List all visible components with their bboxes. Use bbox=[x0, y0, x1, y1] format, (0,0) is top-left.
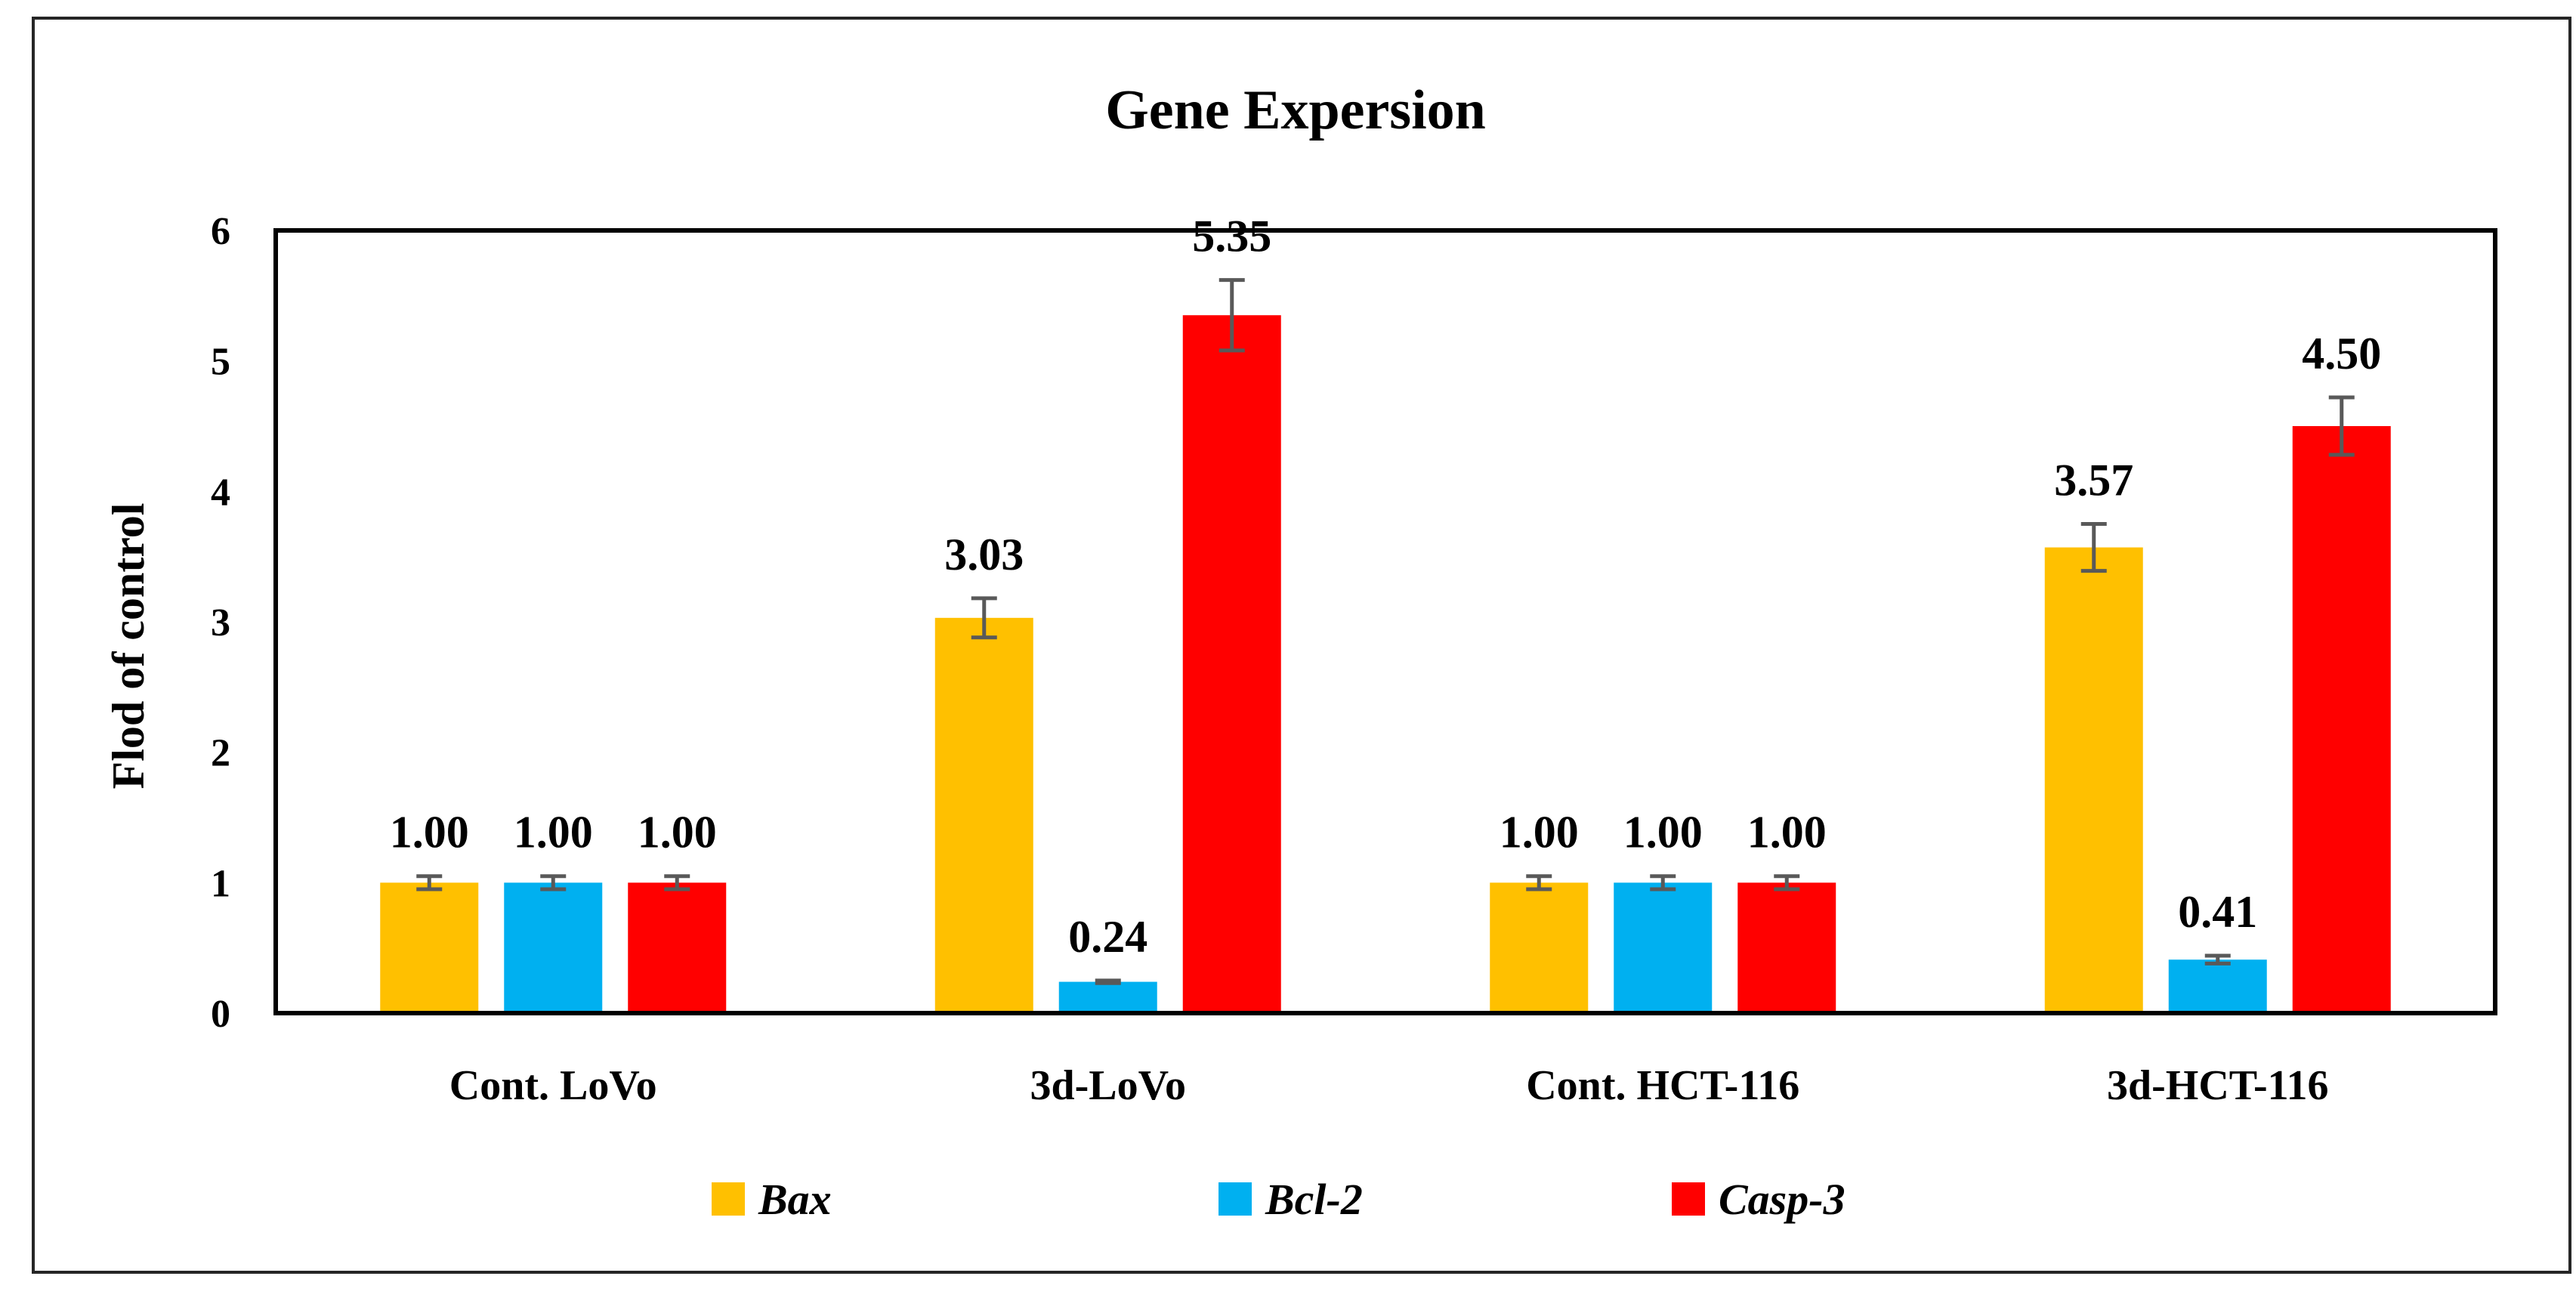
bar-bcl-2 bbox=[2168, 959, 2267, 1013]
y-tick-label: 6 bbox=[211, 210, 230, 253]
y-tick-label: 1 bbox=[211, 862, 230, 905]
error-bar bbox=[2204, 953, 2231, 966]
bar-bcl-2 bbox=[1614, 882, 1713, 1013]
y-tick-label: 4 bbox=[211, 471, 230, 514]
data-label: 1.00 bbox=[390, 808, 469, 857]
error-bars bbox=[416, 278, 2355, 985]
error-bar bbox=[416, 874, 443, 891]
legend-swatch bbox=[1672, 1182, 1705, 1216]
plot-area-border bbox=[273, 228, 2497, 1015]
legend-label: Casp-3 bbox=[1719, 1175, 1846, 1224]
y-axis-ticks: 0 1 2 3 4 5 6 bbox=[211, 210, 230, 1036]
data-label: 3.57 bbox=[2054, 456, 2133, 505]
bar-casp-3 bbox=[1737, 882, 1836, 1013]
error-bar bbox=[1774, 874, 1800, 891]
legend-label: Bax bbox=[758, 1175, 832, 1224]
error-bar bbox=[1526, 874, 1552, 891]
bar-bcl-2 bbox=[504, 882, 603, 1013]
error-bar bbox=[540, 874, 567, 891]
data-label: 0.24 bbox=[1068, 912, 1147, 962]
data-label: 1.00 bbox=[1500, 808, 1579, 857]
bar-casp-3 bbox=[2292, 426, 2391, 1013]
x-category-label: 3d-HCT-116 bbox=[2107, 1062, 2329, 1109]
x-axis-category-labels: Cont. LoVo 3d-LoVo Cont. HCT-116 3d-HCT-116 bbox=[449, 1062, 2329, 1109]
x-category-label: Cont. LoVo bbox=[449, 1062, 657, 1109]
y-tick-label: 2 bbox=[211, 732, 230, 775]
legend-swatch bbox=[1219, 1182, 1252, 1216]
legend: Bax Bcl-2 Casp-3 bbox=[712, 1175, 1846, 1224]
bar-casp-3 bbox=[1182, 315, 1281, 1013]
error-bar bbox=[2080, 522, 2107, 573]
data-label: 1.00 bbox=[1623, 808, 1703, 857]
y-tick-label: 0 bbox=[211, 993, 230, 1036]
error-bar bbox=[971, 596, 997, 640]
chart-outer-border bbox=[32, 17, 2571, 1274]
data-label: 0.41 bbox=[2178, 887, 2257, 937]
error-bar bbox=[1650, 874, 1676, 891]
bar-bax bbox=[934, 617, 1033, 1013]
legend-label: Bcl-2 bbox=[1265, 1175, 1363, 1224]
data-label: 1.00 bbox=[638, 808, 717, 857]
error-bar bbox=[2328, 395, 2355, 457]
data-label: 5.35 bbox=[1192, 212, 1271, 261]
data-labels: 1.00 1.00 1.00 3.03 0.24 5.35 1.00 1.00 1.00 3.57… bbox=[390, 212, 2382, 962]
bar-casp-3 bbox=[628, 882, 727, 1013]
error-bar bbox=[664, 874, 690, 891]
bar-series bbox=[380, 315, 2391, 1013]
y-tick-label: 3 bbox=[211, 601, 230, 644]
data-label: 1.00 bbox=[514, 808, 593, 857]
bar-bax bbox=[2044, 547, 2143, 1013]
legend-swatch bbox=[712, 1182, 745, 1216]
data-label: 3.03 bbox=[944, 530, 1024, 579]
bar-bax bbox=[1490, 882, 1589, 1013]
data-label: 4.50 bbox=[2302, 329, 2381, 379]
bar-bcl-2 bbox=[1058, 981, 1157, 1013]
y-tick-label: 5 bbox=[211, 341, 230, 384]
bar-bax bbox=[380, 882, 479, 1013]
error-bar bbox=[1095, 978, 1121, 985]
x-category-label: Cont. HCT-116 bbox=[1526, 1062, 1799, 1109]
x-category-label: 3d-LoVo bbox=[1030, 1062, 1186, 1109]
error-bar bbox=[1219, 278, 1245, 353]
data-label: 1.00 bbox=[1747, 808, 1827, 857]
chart-title: Gene Expersion bbox=[1105, 79, 1486, 141]
y-axis-title: Flod of control bbox=[103, 503, 153, 789]
